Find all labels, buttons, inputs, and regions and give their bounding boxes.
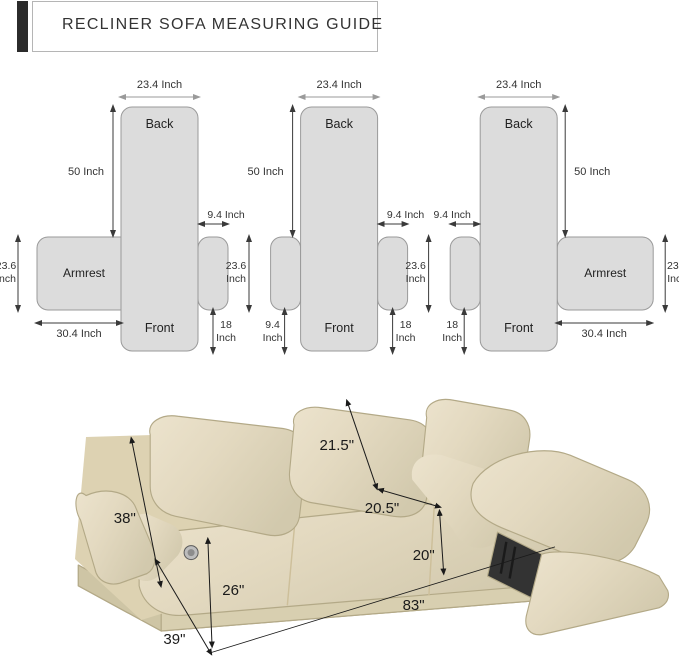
svg-text:Front: Front	[145, 321, 175, 335]
svg-text:9.4 Inch: 9.4 Inch	[207, 209, 245, 221]
svg-text:50 Inch: 50 Inch	[574, 166, 610, 178]
svg-text:Front: Front	[325, 321, 355, 335]
svg-text:30.4 Inch: 30.4 Inch	[56, 328, 101, 340]
svg-text:23.4 Inch: 23.4 Inch	[316, 79, 361, 91]
svg-text:20.5": 20.5"	[365, 500, 400, 517]
svg-text:Back: Back	[325, 117, 354, 131]
svg-text:23.6: 23.6	[0, 260, 16, 272]
svg-text:23.6: 23.6	[405, 260, 426, 272]
svg-text:18: 18	[400, 319, 412, 331]
svg-text:20": 20"	[413, 547, 435, 564]
svg-text:Back: Back	[146, 117, 175, 131]
svg-text:83": 83"	[403, 597, 425, 614]
svg-text:50 Inch: 50 Inch	[248, 166, 284, 178]
svg-text:Back: Back	[505, 117, 534, 131]
svg-text:9.4 Inch: 9.4 Inch	[387, 209, 425, 221]
svg-text:Inch: Inch	[442, 332, 462, 344]
svg-text:30.4 Inch: 30.4 Inch	[582, 328, 627, 340]
svg-text:23.4 Inch: 23.4 Inch	[496, 79, 541, 91]
svg-text:38": 38"	[114, 510, 136, 527]
svg-text:Inch: Inch	[667, 273, 679, 285]
svg-text:39": 39"	[163, 631, 185, 648]
svg-text:9.4: 9.4	[265, 319, 280, 331]
svg-text:Inch: Inch	[216, 332, 236, 344]
svg-text:Inch: Inch	[263, 332, 283, 344]
svg-text:23.4 Inch: 23.4 Inch	[137, 79, 182, 91]
svg-text:23.6: 23.6	[667, 260, 679, 272]
svg-text:18: 18	[446, 319, 458, 331]
svg-text:Inch: Inch	[0, 273, 16, 285]
svg-text:Inch: Inch	[396, 332, 416, 344]
svg-text:26": 26"	[222, 582, 244, 599]
svg-text:Armrest: Armrest	[584, 266, 627, 280]
svg-text:18: 18	[220, 319, 232, 331]
svg-text:23.6: 23.6	[226, 260, 247, 272]
svg-text:9.4 Inch: 9.4 Inch	[434, 209, 472, 221]
svg-text:Front: Front	[504, 321, 534, 335]
svg-text:Armrest: Armrest	[63, 266, 106, 280]
svg-text:50 Inch: 50 Inch	[68, 166, 104, 178]
svg-text:21.5": 21.5"	[320, 437, 355, 454]
svg-text:Inch: Inch	[406, 273, 426, 285]
svg-text:Inch: Inch	[226, 273, 246, 285]
